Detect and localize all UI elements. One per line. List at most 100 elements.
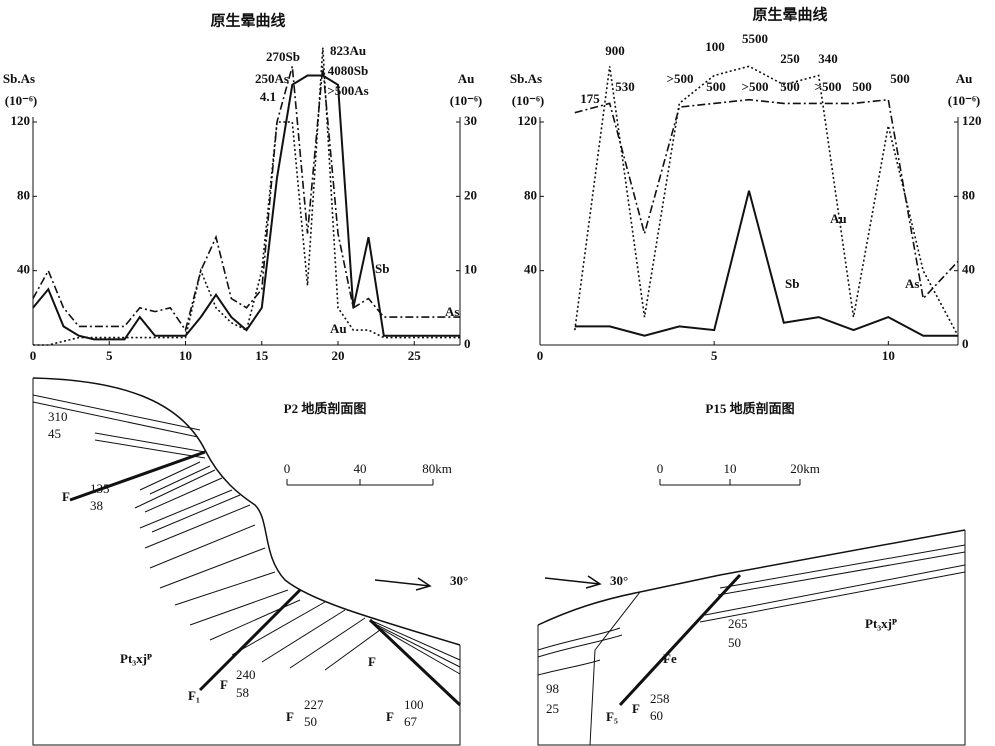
section-title: P15 地质剖面图	[705, 401, 794, 416]
attitude: 38	[90, 498, 103, 513]
attitude: 45	[48, 426, 61, 441]
layer	[32, 394, 206, 459]
fault	[368, 618, 462, 707]
y-tick-label: 40	[17, 262, 30, 277]
series-line	[574, 65, 959, 337]
section-label: F	[62, 489, 70, 504]
x-tick-label: 25	[408, 348, 422, 363]
x-tick-label: 5	[106, 348, 113, 363]
annotation: 500	[780, 79, 800, 94]
attitude: 227	[304, 697, 324, 712]
y-axis-unit: (10⁻⁶)	[5, 93, 37, 108]
orientation: 30°	[610, 573, 628, 588]
series-label: Sb	[785, 276, 799, 291]
section-frame	[537, 530, 966, 746]
orientation-arrow	[544, 575, 602, 589]
x-tick-label: 5	[711, 348, 718, 363]
y-tick-label: 80	[524, 187, 537, 202]
scale-ticks	[286, 479, 434, 485]
y2-tick-label: 10	[464, 262, 477, 277]
series-label: Au	[330, 321, 347, 336]
surface	[32, 377, 461, 646]
chart-title: 原生晕曲线	[752, 5, 827, 23]
y-tick-label: 40	[524, 262, 537, 277]
scale-label: 0	[284, 461, 291, 476]
series-line	[33, 47, 460, 346]
annotation: 900	[605, 43, 625, 58]
series-label: As	[445, 304, 459, 319]
attitude: 135	[90, 481, 110, 496]
orientation-arrow	[374, 577, 432, 591]
scale-ticks	[659, 479, 801, 485]
attitude: 50	[728, 635, 741, 650]
annotation: >500As	[327, 83, 368, 98]
section-label: Pt₃xjᴾ	[865, 616, 897, 631]
y-tick-label: 120	[518, 113, 538, 128]
layer	[699, 544, 966, 623]
annotation: 340	[818, 51, 838, 66]
y2-axis-unit: (10⁻⁶)	[948, 93, 980, 108]
x-tick-label: 20	[332, 348, 345, 363]
section-frame	[32, 378, 461, 746]
section-label: F₅	[606, 709, 618, 724]
series-label: Sb	[375, 261, 389, 276]
section-label: F	[386, 709, 394, 724]
x-tick-label: 10	[179, 348, 192, 363]
y2-tick-label: 30	[464, 113, 477, 128]
y2-tick-label: 0	[464, 336, 471, 351]
annotation: 823Au	[330, 43, 366, 58]
y2-axis-label: Au	[956, 71, 973, 86]
attitude: 60	[650, 708, 663, 723]
series-line	[574, 98, 959, 301]
section-label: Fe	[663, 651, 677, 666]
hatch	[134, 461, 381, 671]
section-label: F₁	[188, 688, 200, 703]
chart-title: 原生晕曲线	[210, 11, 285, 29]
annotation: 175	[580, 91, 600, 106]
series-label: As	[905, 276, 919, 291]
scale-label: 80km	[422, 461, 452, 476]
fault	[618, 573, 742, 707]
y2-axis-unit: (10⁻⁶)	[450, 93, 482, 108]
y2-tick-label: 120	[962, 113, 982, 128]
annotation: 4080Sb	[328, 63, 368, 78]
scale-label: 40	[354, 461, 367, 476]
attitude: 50	[304, 714, 317, 729]
y-axis-label: Sb.As	[510, 71, 542, 86]
attitude: 258	[650, 691, 670, 706]
attitude: 100	[404, 697, 424, 712]
annotation: 250	[780, 51, 800, 66]
x-tick-label: 0	[537, 348, 544, 363]
annotation: 250As	[255, 71, 289, 86]
annotation: 100	[705, 39, 725, 54]
series-line	[574, 190, 958, 337]
attitude: 265	[728, 616, 748, 631]
attitude: 98	[546, 681, 559, 696]
section-title: P2 地质剖面图	[284, 401, 367, 416]
annotation: >500	[667, 71, 694, 86]
annotation: 500	[890, 71, 910, 86]
fault	[198, 588, 302, 692]
attitude: 25	[546, 701, 559, 716]
annotation: >500	[742, 79, 769, 94]
fault	[69, 450, 206, 502]
attitude: 310	[48, 409, 68, 424]
section-label: F	[368, 654, 376, 669]
section-label: F	[220, 677, 228, 692]
breccia-boundary	[589, 591, 641, 746]
y2-axis-label: Au	[458, 71, 475, 86]
attitude: 67	[404, 714, 418, 729]
annotation: 4.1	[260, 89, 276, 104]
annotation: 530	[615, 79, 635, 94]
annotation: 5500	[742, 31, 768, 46]
x-tick-label: 15	[255, 348, 269, 363]
y-axis-label: Sb.As	[3, 71, 35, 86]
section-label: F	[632, 701, 640, 716]
scale-label: 10	[724, 461, 737, 476]
layer	[369, 619, 461, 675]
series-line	[32, 74, 460, 341]
annotation: 500	[706, 79, 726, 94]
section-label: F	[286, 709, 294, 724]
y2-tick-label: 80	[962, 187, 975, 202]
